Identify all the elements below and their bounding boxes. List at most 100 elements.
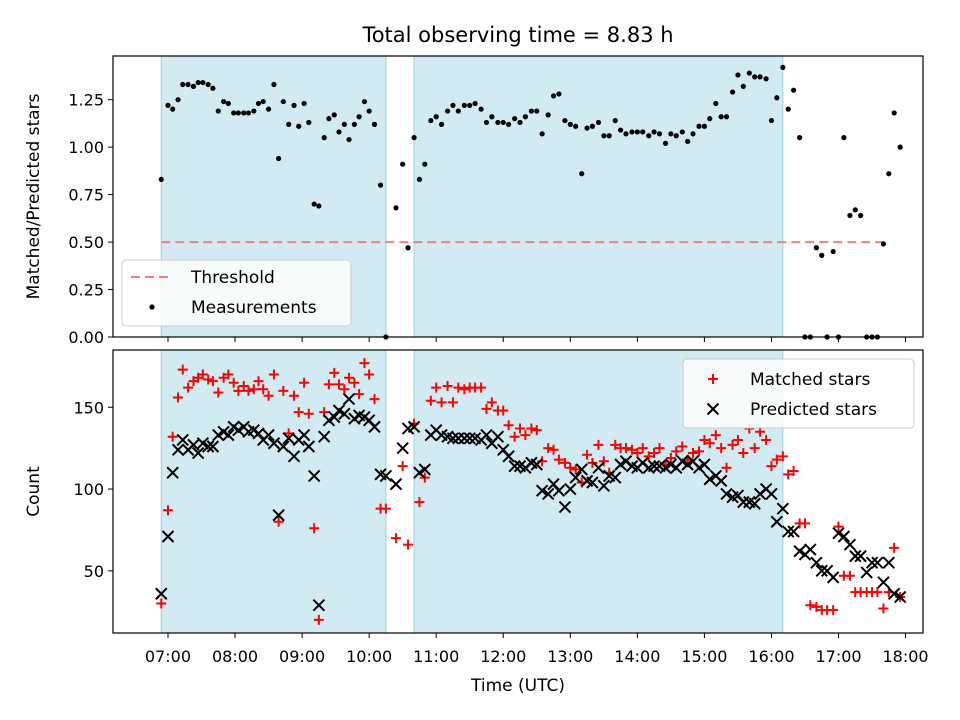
predicted-star-point [564, 482, 577, 496]
matched-star-point [710, 430, 721, 441]
matched-star-point [643, 451, 654, 462]
matched-star-point [329, 367, 340, 378]
x-tick-label: 07:00 [145, 647, 191, 666]
matched-star-point [671, 446, 682, 457]
matched-star-point [390, 533, 401, 544]
measurement-point [280, 98, 286, 105]
predicted-star-point [389, 477, 403, 491]
measurement-point [467, 102, 473, 108]
predicted-star-point [463, 432, 476, 445]
predicted-star-point [586, 476, 599, 489]
predicted-star-point [267, 437, 281, 450]
matched-star-point [283, 428, 294, 439]
measurement-point [685, 138, 691, 145]
measurement-point [405, 245, 411, 251]
measurement-point [351, 121, 357, 127]
measurement-point [416, 176, 423, 183]
measurement-point [215, 108, 221, 114]
x-tick-label: 17:00 [815, 647, 861, 666]
measurement-point [701, 123, 708, 129]
matched-star-point [833, 521, 844, 532]
measurement-point [455, 108, 461, 114]
measurement-point [735, 72, 741, 78]
matched-star-point [559, 457, 570, 468]
legend-measurements-label: Measurements [191, 298, 317, 318]
matched-star-point [771, 454, 782, 465]
measurement-point [662, 140, 669, 146]
matched-star-point [688, 448, 699, 459]
measurement-point [841, 135, 847, 141]
predicted-star-point [826, 571, 840, 584]
predicted-star-point [787, 525, 800, 538]
measurement-point [158, 176, 164, 183]
measurement-point [584, 125, 590, 131]
measurement-point [740, 83, 746, 89]
predicted-star-point [287, 450, 301, 463]
measurement-point [180, 81, 186, 88]
count-shaded-interval-0 [160, 349, 387, 634]
matched-star-point [476, 382, 487, 393]
matched-star-point [278, 385, 289, 396]
measurement-point [790, 87, 797, 93]
predicted-star-point [575, 463, 588, 476]
predicted-star-point [887, 587, 901, 600]
matched-star-point [344, 372, 355, 383]
matched-star-point [273, 516, 284, 527]
matched-star-point [414, 497, 425, 508]
matched-star-point [632, 448, 643, 459]
measurement-point [500, 119, 506, 126]
matched-star-point [207, 376, 218, 387]
measurement-point [673, 133, 679, 139]
count-y-tick-label: 50 [84, 562, 104, 581]
matched-star-point [268, 369, 279, 380]
measurement-point [723, 114, 730, 120]
matched-star-point [766, 461, 777, 472]
matched-star-point [649, 448, 660, 459]
predicted-star-point [804, 543, 817, 556]
predicted-star-point [396, 441, 409, 455]
matched-star-point [570, 464, 581, 475]
x-tick-label: 18:00 [883, 647, 929, 666]
measurement-point [752, 74, 758, 80]
predicted-star-point [871, 556, 884, 569]
matched-star-point [253, 376, 264, 387]
measurement-point [656, 131, 663, 137]
measurement-point [617, 127, 624, 133]
matched-star-point [258, 384, 269, 395]
matched-star-point [783, 469, 794, 480]
measurement-point [296, 123, 302, 129]
measurement-point [316, 203, 322, 209]
matched-star-point [339, 384, 350, 395]
measurement-point [606, 133, 612, 139]
predicted-star-point [418, 463, 432, 476]
predicted-star-point [776, 502, 790, 515]
matched-star-point [228, 377, 239, 388]
measurement-point [573, 123, 579, 129]
measurement-point [210, 85, 216, 91]
measurement-point [785, 106, 791, 112]
matched-star-point [436, 397, 447, 408]
measurement-point [255, 100, 262, 107]
matched-star-point [459, 384, 470, 395]
matched-star-point [665, 452, 676, 463]
measurement-point [489, 114, 495, 120]
predicted-star-point [843, 538, 857, 551]
measurement-point [271, 81, 277, 88]
ratio-y-tick-label: 1.25 [68, 91, 104, 110]
measurement-point [506, 121, 512, 127]
matched-star-point [548, 444, 559, 455]
matched-star-point [738, 448, 749, 459]
measurement-point [813, 245, 819, 251]
matched-star-point [364, 369, 375, 380]
measurement-point [528, 108, 535, 114]
matched-star-point [811, 601, 822, 612]
matched-star-point [167, 431, 178, 442]
measurement-point [231, 110, 237, 116]
measurement-point [534, 108, 540, 114]
matched-star-point [788, 466, 799, 477]
measurement-point [260, 98, 266, 105]
measurement-point [696, 123, 702, 129]
measurement-point [763, 76, 769, 82]
measurement-point [797, 135, 803, 141]
measurement-point [205, 81, 211, 88]
